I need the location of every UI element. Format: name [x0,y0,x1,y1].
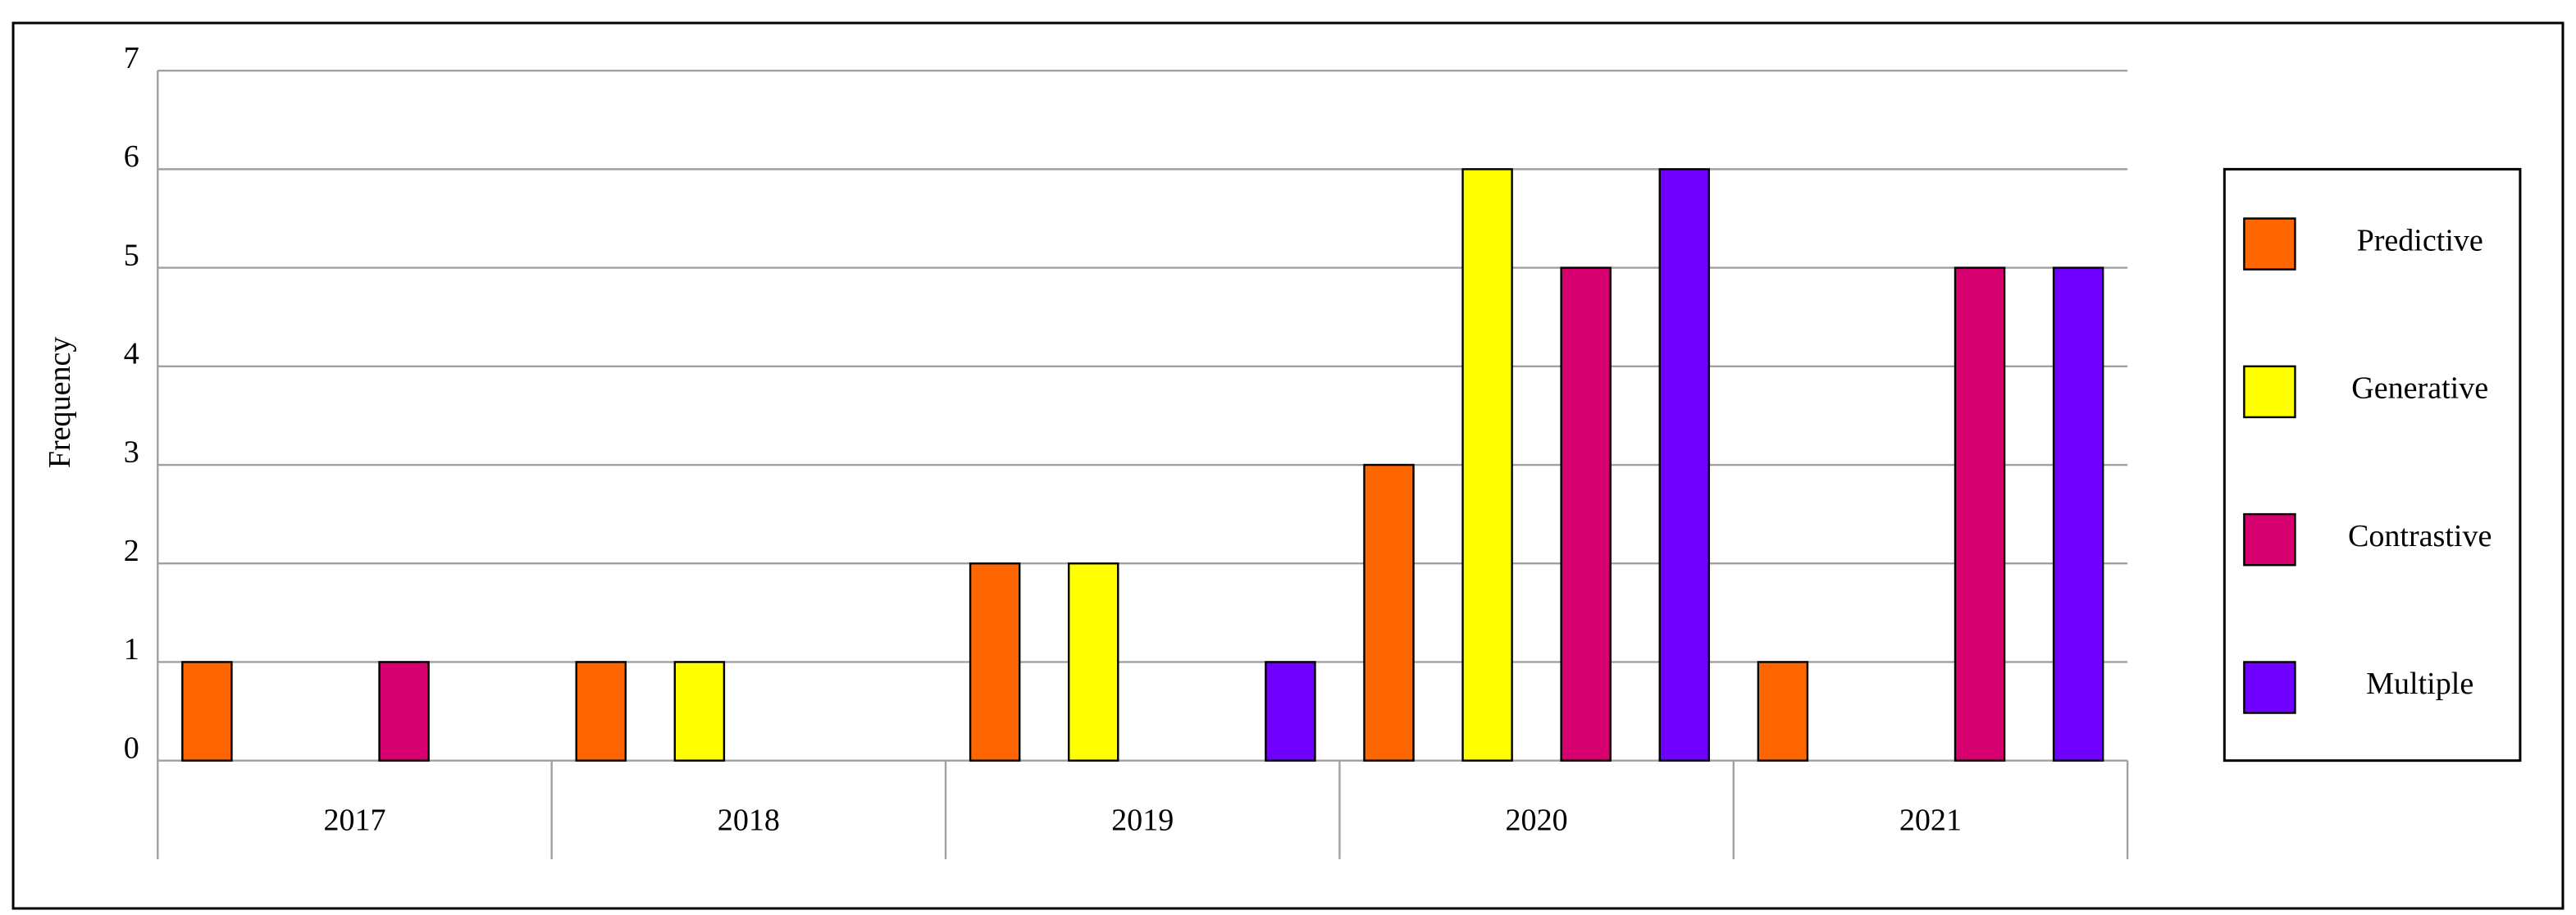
x-tick-label: 2018 [718,803,780,838]
y-tick-label: 5 [124,238,139,272]
y-tick-label: 0 [124,731,139,765]
bar [181,661,233,762]
legend-label: Contrastive [2348,519,2492,553]
bar [1461,168,1513,762]
bar [378,661,430,762]
legend-label: Generative [2351,371,2488,406]
y-axis-label: Frequency [43,337,77,469]
y-tick-label: 3 [124,435,139,470]
bar [1954,266,2006,762]
x-tick-label: 2017 [323,803,385,838]
legend-swatch [2243,661,2296,714]
bar [1757,661,1809,762]
chart-border [11,21,2565,910]
legend-label: Multiple [2366,667,2473,701]
bar [575,661,627,762]
bar [969,562,1021,762]
bar [1265,661,1316,762]
bar [1658,168,1711,762]
bar [2052,266,2104,762]
x-tick-label: 2019 [1111,803,1174,838]
legend-swatch [2243,512,2296,567]
bar [673,661,726,762]
y-tick-label: 1 [124,632,139,667]
bar [1067,562,1119,762]
legend-swatch [2243,217,2296,271]
y-tick-label: 4 [124,337,139,371]
y-tick-label: 6 [124,139,139,174]
x-tick-label: 2020 [1506,803,1568,838]
y-tick-label: 2 [124,534,139,568]
x-tick-label: 2021 [1899,803,1962,838]
bar [1363,463,1415,762]
y-tick-label: 7 [124,41,139,75]
legend-swatch [2243,365,2296,419]
legend-box [2223,167,2522,762]
legend-label: Predictive [2357,223,2483,257]
bar [1560,266,1612,762]
